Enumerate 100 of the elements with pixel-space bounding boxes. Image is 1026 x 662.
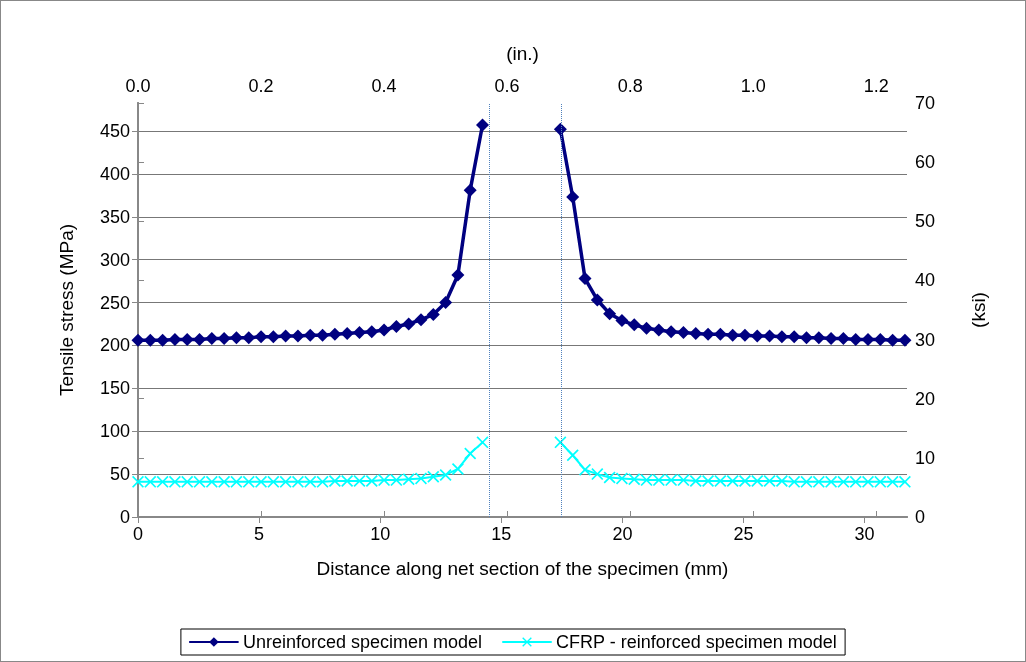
y-tick-label: 200 — [99, 335, 130, 356]
point — [726, 328, 740, 342]
y2-tick-label: 0 — [915, 507, 926, 527]
point — [451, 462, 464, 475]
y-axis-title: Tensile stress (MPa) — [56, 223, 77, 397]
point — [291, 329, 305, 343]
point — [439, 296, 453, 310]
point — [328, 474, 341, 487]
point — [341, 474, 354, 487]
point — [279, 329, 293, 343]
x-axis-title: Distance along net section of the specimen (mm) — [316, 558, 729, 579]
y2-tick-label: 50 — [915, 211, 936, 232]
point — [476, 436, 489, 449]
point — [825, 475, 838, 488]
point — [861, 332, 875, 346]
point — [874, 475, 887, 488]
y2-tick-label: 40 — [915, 270, 936, 291]
legend-label: Unreinforced specimen model — [242, 632, 483, 652]
y2-tick-label: 30 — [915, 329, 936, 350]
point — [316, 328, 330, 342]
point — [378, 474, 391, 487]
y-tick-label: 250 — [99, 292, 130, 313]
point — [181, 475, 194, 488]
point — [738, 328, 752, 342]
point — [156, 333, 170, 347]
point — [132, 475, 144, 488]
x2-tick-label: 0.2 — [248, 76, 274, 96]
point — [131, 333, 145, 347]
x-tick-label: 10 — [370, 524, 391, 544]
legend-label: CFRP - reinforced specimen model — [556, 632, 837, 652]
y-tick-label: 400 — [99, 163, 130, 184]
point — [328, 327, 342, 341]
x2-tick-label: 1.2 — [863, 76, 889, 96]
point — [279, 475, 292, 488]
point — [775, 474, 788, 487]
x-tick-label: 30 — [854, 524, 875, 544]
point — [426, 308, 440, 322]
point — [217, 332, 231, 346]
point — [615, 314, 629, 328]
y2-tick-label: 20 — [915, 388, 936, 409]
x2-tick-label: 0.4 — [371, 76, 397, 96]
point — [836, 332, 850, 346]
point — [218, 475, 231, 488]
point — [898, 475, 911, 488]
y2-tick-label: 10 — [915, 447, 936, 468]
point — [365, 325, 379, 339]
point — [664, 325, 678, 339]
point — [652, 323, 666, 337]
y-tick-label: 450 — [99, 120, 130, 141]
point — [427, 470, 440, 483]
point — [812, 475, 825, 488]
point — [402, 473, 415, 486]
y2-tick-label: 60 — [915, 152, 936, 173]
y2-axis-title: (ksi) — [968, 292, 989, 328]
point — [898, 333, 912, 347]
y-tick-label: 150 — [99, 378, 130, 399]
point — [255, 475, 268, 488]
point — [689, 326, 703, 340]
point — [205, 475, 218, 488]
y-tick-label: 0 — [119, 507, 130, 527]
point — [849, 475, 862, 488]
point — [254, 330, 268, 344]
x2-tick-label: 0.6 — [494, 76, 520, 96]
point — [402, 317, 416, 331]
y2-tick-label: 70 — [915, 93, 936, 113]
point — [787, 330, 801, 344]
point — [702, 474, 715, 487]
point — [566, 449, 579, 462]
point — [738, 474, 751, 487]
point — [652, 474, 665, 487]
point — [389, 320, 403, 334]
point — [590, 293, 604, 307]
point — [627, 318, 641, 332]
point — [676, 326, 690, 340]
point — [824, 332, 838, 346]
x-tick-label: 20 — [612, 524, 633, 544]
point — [750, 329, 764, 343]
point — [414, 313, 428, 327]
x-tick-label: 0 — [132, 524, 144, 544]
point — [849, 332, 863, 346]
point — [180, 332, 194, 346]
point — [304, 475, 317, 488]
point — [229, 331, 243, 345]
point — [812, 331, 826, 345]
point — [168, 475, 181, 488]
x2-tick-label: 0.0 — [125, 76, 151, 96]
point — [365, 474, 378, 487]
point — [340, 326, 354, 340]
point — [775, 330, 789, 344]
point — [873, 332, 887, 346]
point — [799, 331, 813, 345]
point — [701, 327, 715, 341]
point — [862, 475, 875, 488]
point — [267, 475, 280, 488]
point — [144, 475, 157, 488]
x-tick-label: 5 — [254, 524, 265, 544]
x-tick-label: 15 — [491, 524, 512, 544]
point — [143, 333, 157, 347]
x2-axis-title: (in.) — [506, 43, 539, 64]
point — [603, 307, 617, 321]
